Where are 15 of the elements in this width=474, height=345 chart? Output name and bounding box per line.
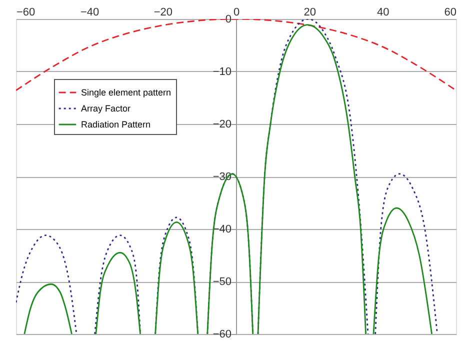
x-tick-label: 0 bbox=[233, 6, 240, 18]
x-tick-label: −20 bbox=[154, 6, 173, 18]
x-tick-label: 60 bbox=[444, 6, 456, 18]
y-tick-label: −50 bbox=[212, 276, 232, 288]
legend-label: Single element pattern bbox=[81, 88, 172, 98]
x-tick-label: −40 bbox=[80, 6, 100, 18]
x-tick-label: 20 bbox=[304, 6, 316, 18]
y-tick-label: −60 bbox=[212, 328, 232, 340]
y-tick-label: −40 bbox=[212, 224, 232, 236]
y-tick-label: −10 bbox=[212, 66, 232, 78]
x-tick-label: 40 bbox=[377, 6, 390, 18]
legend-label: Radiation Pattern bbox=[81, 120, 151, 130]
x-tick-label: −60 bbox=[16, 6, 36, 18]
y-tick-label: −20 bbox=[212, 118, 232, 130]
legend-label: Array Factor bbox=[81, 104, 131, 114]
